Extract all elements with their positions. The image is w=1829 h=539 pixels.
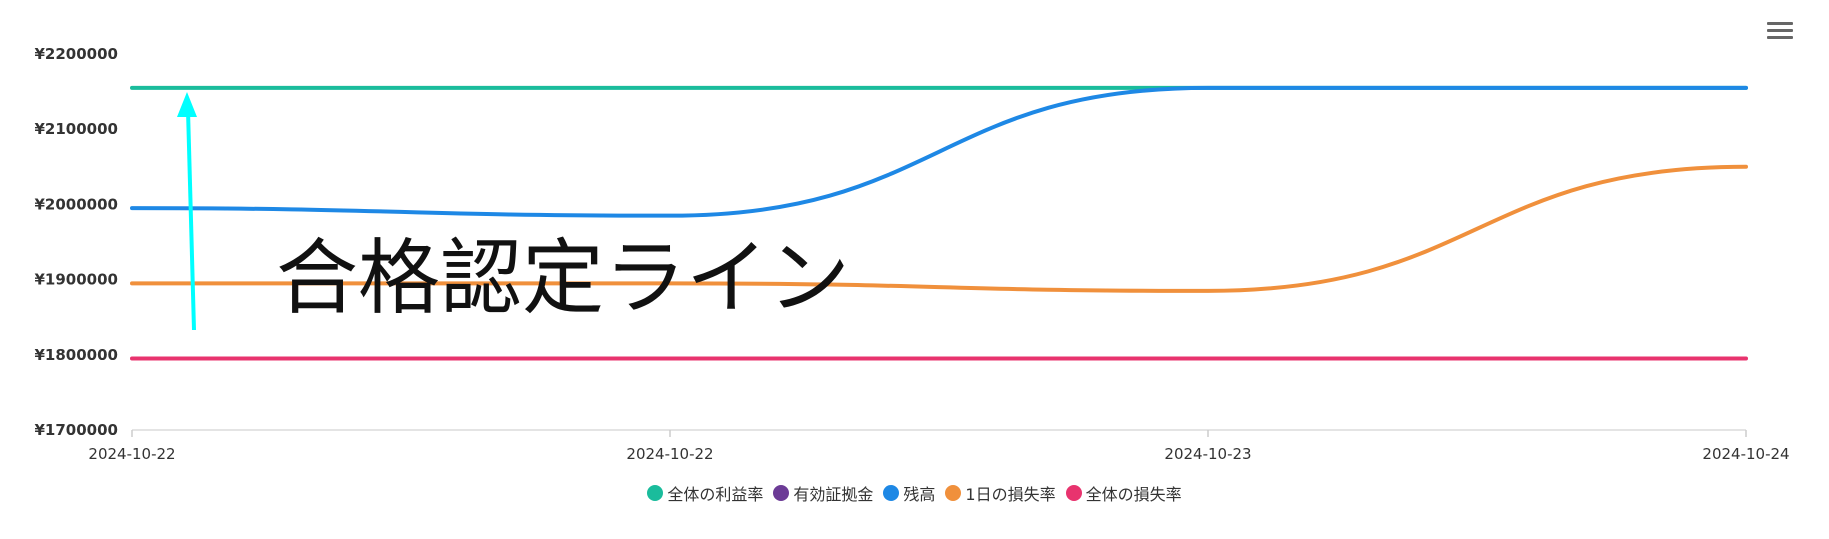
- menu-bar: [1767, 29, 1793, 32]
- legend-label: 全体の損失率: [1085, 485, 1182, 504]
- y-tick-label: ¥1900000: [35, 271, 119, 289]
- y-tick-label: ¥2100000: [35, 120, 119, 138]
- chart-legend: 全体の利益率 有効証拠金 残高 1日の損失率 全体の損失率: [0, 481, 1829, 505]
- annotation: 合格認定ライン: [177, 92, 850, 331]
- menu-bar: [1767, 22, 1793, 25]
- x-axis-ticks: 2024-10-22 2024-10-22 2024-10-23 2024-10-24: [88, 430, 1790, 463]
- y-tick-label: ¥2000000: [35, 195, 119, 213]
- legend-item[interactable]: 有効証拠金: [773, 481, 873, 505]
- y-axis-ticks: ¥1700000 ¥1800000 ¥1900000 ¥2000000 ¥2100000…: [35, 45, 119, 439]
- hamburger-menu-icon[interactable]: [1767, 22, 1793, 44]
- x-tick-label: 2024-10-23: [1164, 445, 1251, 463]
- legend-marker-icon: [647, 485, 664, 501]
- annotation-arrow-head: [177, 92, 197, 117]
- menu-bar: [1767, 36, 1793, 39]
- x-tick-label: 2024-10-22: [626, 445, 713, 463]
- legend-item[interactable]: 全体の利益率: [647, 481, 763, 505]
- legend-item[interactable]: 1日の損失率: [945, 481, 1056, 505]
- series-line: [130, 85, 1748, 218]
- y-tick-label: ¥1700000: [35, 421, 119, 439]
- series-lines: [130, 85, 1748, 361]
- legend-marker-icon: [773, 485, 790, 501]
- legend-label: 全体の利益率: [667, 485, 764, 504]
- annotation-text: 合格認定ライン: [276, 231, 850, 326]
- legend-item[interactable]: 全体の損失率: [1065, 481, 1182, 505]
- legend-marker-icon: [883, 485, 900, 501]
- legend-label: 有効証拠金: [793, 485, 874, 504]
- annotation-arrow-shaft: [186, 109, 196, 331]
- legend-label: 1日の損失率: [965, 485, 1056, 504]
- legend-label: 残高: [903, 485, 936, 504]
- y-tick-label: ¥2200000: [35, 45, 119, 63]
- x-tick-label: 2024-10-22: [88, 445, 175, 463]
- y-tick-label: ¥1800000: [35, 346, 119, 364]
- legend-marker-icon: [945, 485, 962, 501]
- x-tick-label: 2024-10-24: [1702, 445, 1789, 463]
- legend-marker-icon: [1065, 485, 1082, 501]
- legend-item[interactable]: 残高: [883, 481, 935, 505]
- series-line: [130, 164, 1748, 293]
